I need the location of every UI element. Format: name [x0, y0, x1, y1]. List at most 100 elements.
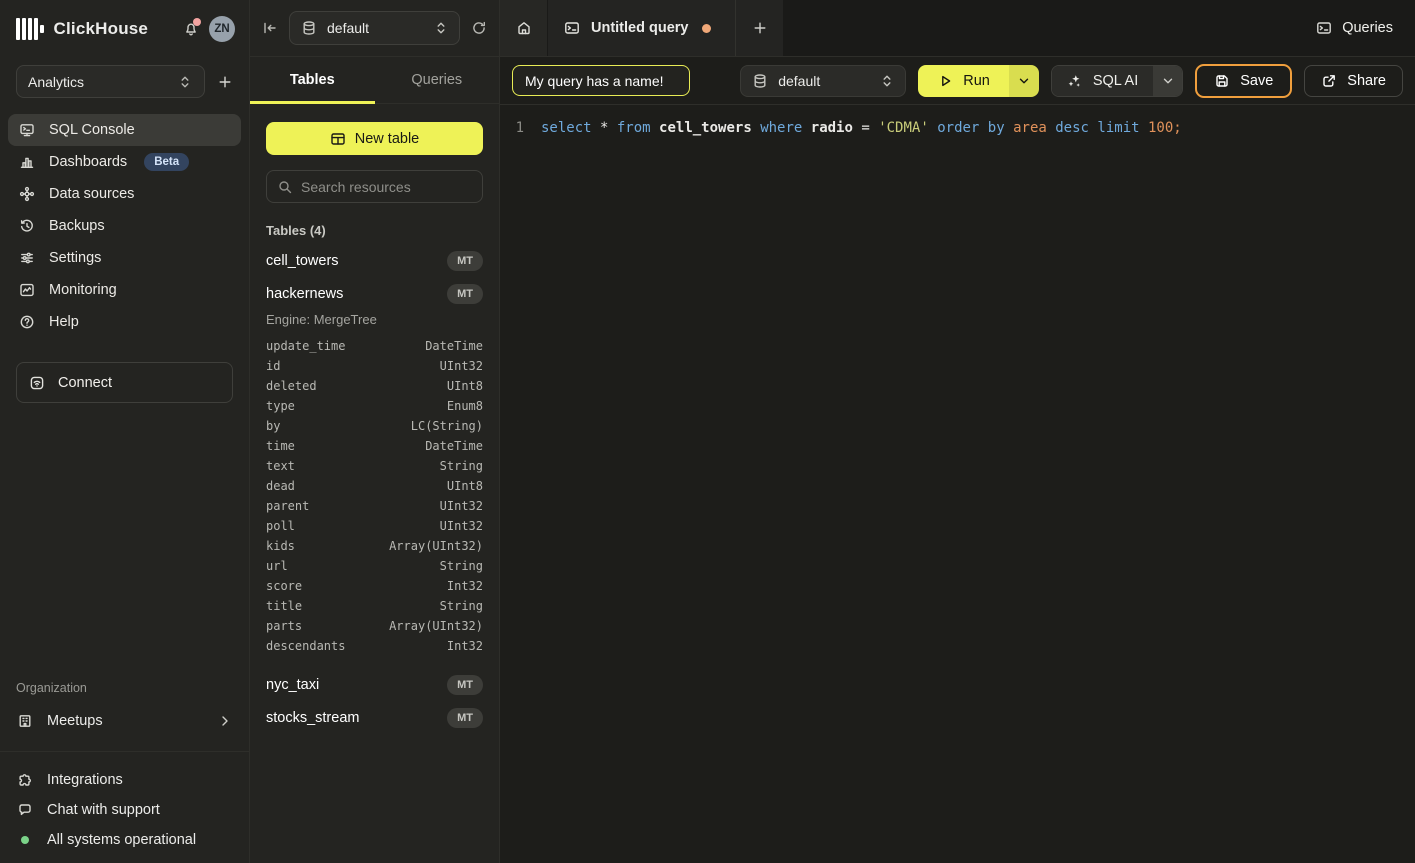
column-name: text — [266, 459, 295, 473]
query-name-input[interactable] — [512, 65, 690, 96]
sidebar-item-label: Settings — [49, 250, 102, 266]
refresh-button[interactable] — [471, 20, 487, 36]
sidebar-item-settings[interactable]: Settings — [8, 242, 241, 274]
engine-badge: MT — [447, 250, 483, 271]
new-query-tab-button[interactable] — [736, 0, 784, 56]
organization-items: Meetups — [0, 704, 249, 737]
database-icon — [751, 73, 769, 89]
home-icon — [516, 20, 532, 36]
sidebar-item-label: Monitoring — [49, 282, 117, 298]
column-row: url String — [250, 556, 499, 576]
sql-editor[interactable]: 1 select * from cell_towers where radio =… — [500, 105, 1415, 863]
queries-button-label: Queries — [1342, 20, 1393, 36]
column-name: update_time — [266, 339, 346, 353]
chevron-updown-icon — [433, 20, 449, 36]
resources-tabs: Tables Queries — [250, 57, 499, 104]
play-icon — [937, 73, 953, 89]
sidebar-item-label: Dashboards — [49, 154, 128, 170]
sql-ai-options-button[interactable] — [1153, 65, 1183, 96]
brand-name: ClickHouse — [53, 18, 149, 38]
collapse-panel-button[interactable] — [262, 20, 278, 36]
query-tab-untitled[interactable]: Untitled query — [548, 0, 736, 56]
run-label: Run — [963, 72, 990, 89]
share-label: Share — [1347, 72, 1386, 89]
org-item-meetups[interactable]: Meetups — [0, 704, 249, 737]
sidebar-item-backups[interactable]: Backups — [8, 210, 241, 242]
footer-item-integrations[interactable]: Integrations — [0, 765, 249, 795]
run-button-group: Run — [918, 64, 1039, 97]
sidebar-item-data-sources[interactable]: Data sources — [8, 178, 241, 210]
footer-item-all-systems-operational[interactable]: All systems operational — [0, 825, 249, 855]
column-row: dead UInt8 — [250, 476, 499, 496]
settings-icon — [18, 250, 36, 266]
query-tabstrip: Untitled query Queries — [500, 0, 1415, 57]
new-table-label: New table — [354, 130, 420, 147]
column-type: Array(UInt32) — [389, 539, 483, 553]
sidebar-item-sql-console[interactable]: SQL Console — [8, 114, 241, 146]
sidebar-item-help[interactable]: Help — [8, 306, 241, 338]
resources-panel: default Tables Queries New table Tables … — [250, 0, 500, 863]
footer-item-label: Chat with support — [47, 802, 160, 818]
table-engine-label: Engine: MergeTree — [266, 312, 377, 327]
sidebar-item-monitoring[interactable]: Monitoring — [8, 274, 241, 306]
sql-ai-button[interactable]: SQL AI — [1051, 65, 1154, 96]
column-row: type Enum8 — [250, 396, 499, 416]
column-name: deleted — [266, 379, 317, 393]
save-button[interactable]: Save — [1195, 63, 1293, 98]
toolbar-database-selector[interactable]: default — [740, 64, 907, 97]
dashboards-icon — [18, 154, 36, 170]
integrations-icon — [16, 772, 34, 788]
column-type: Int32 — [446, 579, 483, 593]
queries-button[interactable]: Queries — [1293, 0, 1415, 56]
share-button[interactable]: Share — [1304, 64, 1403, 97]
home-button[interactable] — [500, 0, 548, 56]
sidebar-footer: Integrations Chat with support All systems… — [0, 751, 249, 863]
code-content: select * from cell_towers where radio = … — [541, 120, 1182, 136]
add-workspace-button[interactable] — [217, 74, 233, 90]
table-icon — [330, 131, 346, 147]
footer-item-label: Integrations — [47, 772, 123, 788]
table-columns: update_time DateTime id UInt32 deleted UInt8 t… — [250, 336, 499, 668]
help-icon — [18, 314, 36, 330]
column-name: parts — [266, 619, 303, 633]
database-selector[interactable]: default — [289, 11, 460, 45]
footer-item-label: All systems operational — [47, 832, 197, 848]
tab-queries[interactable]: Queries — [411, 72, 463, 88]
table-row-cell-towers[interactable]: cell_towers MT — [250, 244, 499, 277]
run-button[interactable]: Run — [918, 64, 1009, 97]
database-selector-value: default — [327, 20, 370, 36]
tab-tables[interactable]: Tables — [250, 57, 375, 104]
connect-label: Connect — [58, 374, 113, 391]
share-icon — [1321, 73, 1337, 89]
connect-button[interactable]: Connect — [16, 362, 233, 403]
column-row: update_time DateTime — [250, 336, 499, 356]
notifications-button[interactable] — [183, 17, 201, 37]
status-dot-icon — [21, 836, 29, 844]
table-name: nyc_taxi — [266, 676, 320, 693]
avatar[interactable]: ZN — [209, 15, 235, 42]
unsaved-indicator-dot — [702, 23, 712, 33]
new-table-button[interactable]: New table — [266, 122, 483, 155]
table-row-nyc-taxi[interactable]: nyc_taxi MT — [250, 668, 499, 701]
run-options-button[interactable] — [1008, 64, 1039, 97]
column-name: by — [266, 419, 281, 433]
sidebar-item-label: Data sources — [49, 186, 135, 202]
sidebar: ClickHouse ZN Analytics SQL Console Dashb… — [0, 0, 250, 863]
terminal-icon — [563, 20, 581, 36]
database-icon — [300, 20, 318, 36]
save-icon — [1214, 73, 1230, 89]
organization-label: Organization — [16, 681, 87, 695]
column-type: Enum8 — [446, 399, 483, 413]
footer-item-chat-with-support[interactable]: Chat with support — [0, 795, 249, 825]
column-type: String — [439, 599, 483, 613]
column-name: title — [266, 599, 303, 613]
monitoring-icon — [18, 282, 36, 298]
search-input[interactable] — [301, 178, 482, 195]
workspace-selector[interactable]: Analytics — [16, 65, 205, 98]
table-row-hackernews[interactable]: hackernews MT — [250, 277, 499, 310]
sidebar-item-dashboards[interactable]: Dashboards Beta — [8, 146, 241, 178]
column-type: String — [439, 559, 483, 573]
table-row-stocks-stream[interactable]: stocks_stream MT — [250, 701, 499, 734]
chevron-down-icon — [1160, 73, 1176, 89]
table-name: hackernews — [266, 285, 344, 302]
